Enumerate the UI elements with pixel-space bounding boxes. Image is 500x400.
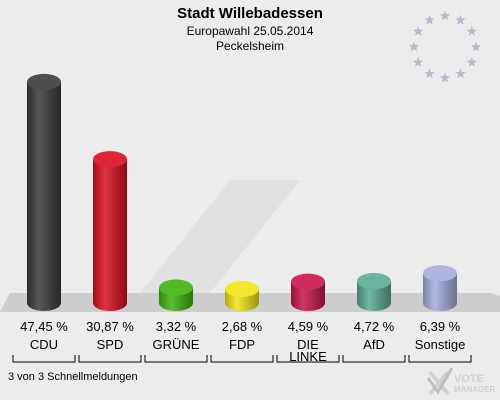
category-bracket xyxy=(144,355,208,363)
chart-subtitle: Europawahl 25.05.2014 xyxy=(187,24,314,38)
bar-body xyxy=(27,81,61,312)
value-label: 4,72 % xyxy=(354,319,395,334)
bar-fdp xyxy=(225,281,259,311)
bar-body xyxy=(423,273,457,311)
eu-star xyxy=(424,68,435,79)
value-label: 6,39 % xyxy=(420,319,461,334)
bar-cap xyxy=(27,73,61,90)
value-label: 4,59 % xyxy=(288,319,329,334)
category-bracket xyxy=(276,355,340,363)
chart-shadow xyxy=(140,180,300,293)
bar-group xyxy=(27,73,457,312)
category-label-group: CDU SPD GRÜNE FDP DIE LINKE AfD Sonstige xyxy=(30,337,465,364)
vote-manager-x-icon xyxy=(426,367,454,396)
logo-line1: VOTE xyxy=(454,373,484,385)
value-label: 3,32 % xyxy=(156,319,197,334)
eu-star xyxy=(408,41,420,52)
category-label: CDU xyxy=(30,337,58,352)
bar-afd xyxy=(357,273,391,311)
eu-star xyxy=(466,26,478,36)
eu-star xyxy=(424,14,435,25)
bar-spd xyxy=(93,151,127,311)
bar-body xyxy=(291,281,325,311)
eu-star xyxy=(439,72,451,83)
category-bracket xyxy=(78,355,142,363)
eu-star xyxy=(455,14,466,25)
bar-cap xyxy=(423,265,457,282)
bar-cap xyxy=(93,151,127,168)
category-bracket xyxy=(342,355,406,363)
value-label: 30,87 % xyxy=(86,319,134,334)
value-label: 47,45 % xyxy=(20,319,68,334)
bar-cdu xyxy=(27,73,61,312)
category-label: GRÜNE xyxy=(153,337,200,352)
category-label: SPD xyxy=(97,337,124,352)
eu-star xyxy=(455,68,466,79)
category-label: Sonstige xyxy=(415,337,466,352)
eu-star xyxy=(412,57,424,67)
bar-cap xyxy=(225,281,259,297)
eu-star xyxy=(466,57,478,67)
value-label: 2,68 % xyxy=(222,319,263,334)
bar-sonstige xyxy=(423,265,457,311)
category-bracket xyxy=(408,355,472,363)
footer-status: 3 von 3 Schnellmeldungen xyxy=(8,371,138,383)
vote-manager-logo: VOTE MANAGER xyxy=(426,367,496,396)
chart-title: Stadt Willebadessen xyxy=(177,5,323,22)
eu-star xyxy=(412,26,424,36)
category-bracket xyxy=(12,355,76,363)
logo-line2: MANAGER xyxy=(454,385,496,394)
category-brackets xyxy=(12,355,472,363)
bar-grüne xyxy=(159,279,193,311)
bar-die-linke xyxy=(291,273,325,311)
category-bracket xyxy=(210,355,274,363)
eu-star xyxy=(439,10,451,21)
eu-star xyxy=(470,41,482,52)
bar-body xyxy=(357,281,391,311)
category-label: FDP xyxy=(229,337,255,352)
bar-cap xyxy=(357,273,391,290)
category-label: DIE LINKE xyxy=(289,337,327,364)
value-label-group: 47,45 % 30,87 % 3,32 % 2,68 % 4,59 % 4,72 % 6,… xyxy=(20,319,461,334)
bar-body xyxy=(93,159,127,311)
eu-stars-icon xyxy=(408,10,482,83)
bar-cap xyxy=(159,279,193,296)
bar-cap xyxy=(291,273,325,290)
chart-location: Peckelsheim xyxy=(216,39,284,53)
category-label: AfD xyxy=(363,337,385,352)
